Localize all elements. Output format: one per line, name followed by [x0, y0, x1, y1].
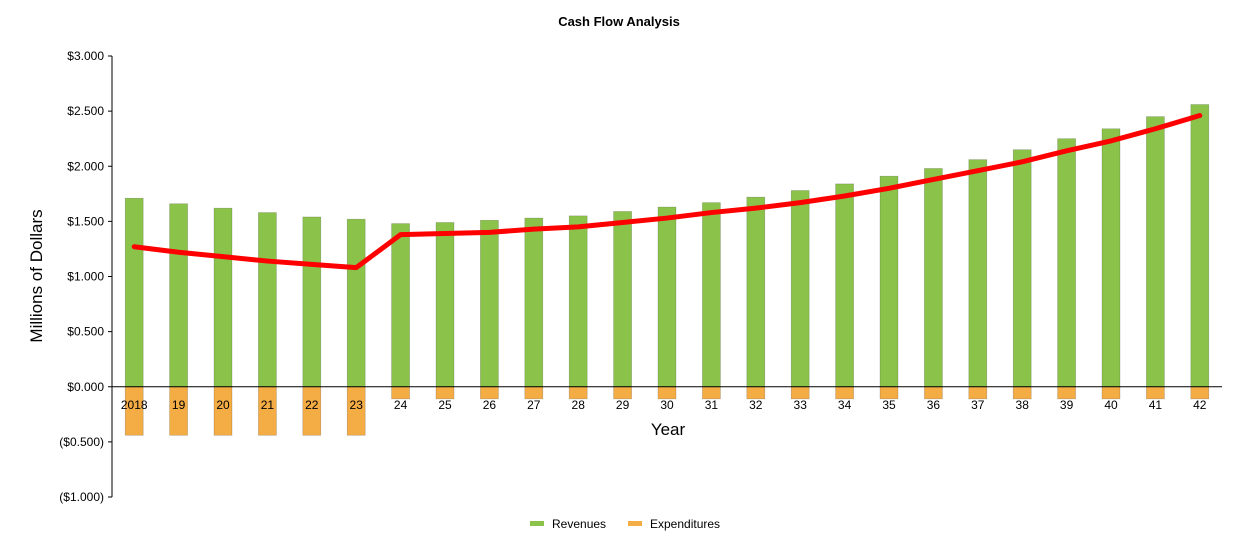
x-axis-ticks: 2018 19 20 21 22 23 24 25 26 27 28 29 30 31 32 33 34 35 36…: [121, 398, 1207, 412]
x-tick-label: 34: [838, 398, 852, 412]
x-tick-label: 19: [172, 398, 186, 412]
trend-line: [131, 113, 1203, 271]
y-tick-label: $0.500: [67, 325, 104, 339]
revenues-legend-swatch: [530, 521, 544, 526]
x-tick-label: 37: [971, 398, 985, 412]
revenues-bar: [968, 159, 988, 388]
x-tick-label: 32: [749, 398, 763, 412]
revenues-bar: [1012, 149, 1032, 388]
revenues-bar: [613, 211, 632, 388]
revenues-legend-label: Revenues: [552, 517, 606, 531]
x-tick-label: 33: [794, 398, 808, 412]
x-tick-label: 27: [527, 398, 541, 412]
y-axis-title: Millions of Dollars: [27, 209, 46, 342]
x-tick-label: 40: [1104, 398, 1118, 412]
x-axis-title: Year: [651, 420, 686, 439]
y-tick-label: ($0.500): [59, 435, 104, 449]
x-tick-label: 24: [394, 398, 408, 412]
expenditures-legend-swatch: [628, 521, 642, 526]
x-tick-label: 30: [660, 398, 674, 412]
x-tick-label: 31: [705, 398, 719, 412]
axes: [111, 56, 1222, 497]
revenues-bar: [258, 212, 277, 388]
revenues-bar: [124, 197, 144, 388]
revenues-bar: [435, 222, 455, 388]
revenues-bar: [1190, 104, 1210, 388]
line-series: [131, 113, 1203, 271]
chart-title: Cash Flow Analysis: [558, 14, 680, 29]
revenues-bar: [1146, 116, 1165, 388]
revenues-bar: [568, 215, 588, 388]
revenues-bar: [924, 168, 943, 388]
x-tick-label: 35: [882, 398, 896, 412]
y-tick-label: $0.000: [67, 380, 104, 394]
y-tick-label: $2.000: [67, 159, 104, 173]
x-tick-label: 25: [438, 398, 452, 412]
legend: Revenues Expenditures: [530, 517, 720, 531]
revenues-bar: [879, 175, 899, 388]
y-tick-label: $1.500: [67, 214, 104, 228]
revenues-bar: [346, 218, 366, 388]
x-tick-label: 20: [216, 398, 230, 412]
y-tick-label: $3.000: [67, 49, 104, 63]
x-tick-label: 39: [1060, 398, 1074, 412]
y-axis-ticks: $3.000 $2.500 $2.000 $1.500 $1.000 $0.500 $0.0…: [59, 49, 112, 504]
revenues-bar: [790, 190, 810, 388]
x-tick-label: 29: [616, 398, 630, 412]
x-tick-label: 26: [483, 398, 497, 412]
revenues-bar: [169, 203, 188, 388]
revenues-bar: [835, 183, 854, 388]
y-tick-label: $1.000: [67, 270, 104, 284]
revenues-bar: [657, 206, 677, 388]
x-tick-label: 36: [927, 398, 941, 412]
revenues-bar: [302, 216, 322, 388]
x-tick-label: 23: [350, 398, 364, 412]
y-tick-label: $2.500: [67, 104, 104, 118]
expenditures-legend-label: Expenditures: [650, 517, 720, 531]
x-tick-label: 42: [1193, 398, 1207, 412]
revenues-bar: [524, 217, 544, 388]
revenues-bar: [1057, 138, 1076, 388]
x-tick-label: 22: [305, 398, 319, 412]
x-tick-label: 38: [1016, 398, 1030, 412]
revenues-bar: [702, 202, 721, 388]
revenues-bar: [1101, 128, 1121, 388]
x-tick-label: 41: [1149, 398, 1163, 412]
revenues-bar: [746, 196, 766, 388]
x-tick-label: 2018: [121, 398, 148, 412]
x-tick-label: 28: [572, 398, 586, 412]
revenues-bar: [213, 207, 233, 388]
y-tick-label: ($1.000): [59, 490, 104, 504]
revenues-bar: [391, 223, 410, 388]
revenues-bar: [480, 219, 499, 388]
x-tick-label: 21: [261, 398, 275, 412]
